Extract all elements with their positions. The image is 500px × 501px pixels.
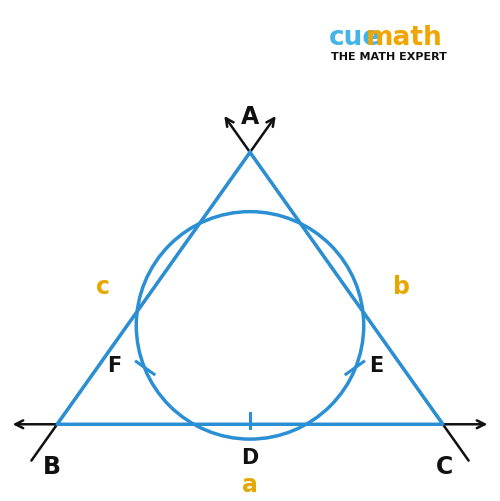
Text: c: c	[96, 274, 110, 298]
Text: a: a	[242, 472, 258, 496]
Text: E: E	[368, 355, 383, 375]
Text: B: B	[43, 454, 61, 478]
Text: F: F	[107, 355, 122, 375]
Text: A: A	[241, 104, 259, 128]
Text: math: math	[366, 25, 442, 51]
Text: cue: cue	[329, 25, 382, 51]
Text: b: b	[394, 274, 410, 298]
Text: C: C	[436, 454, 454, 478]
Text: D: D	[242, 447, 258, 467]
Text: THE MATH EXPERT: THE MATH EXPERT	[331, 52, 447, 62]
